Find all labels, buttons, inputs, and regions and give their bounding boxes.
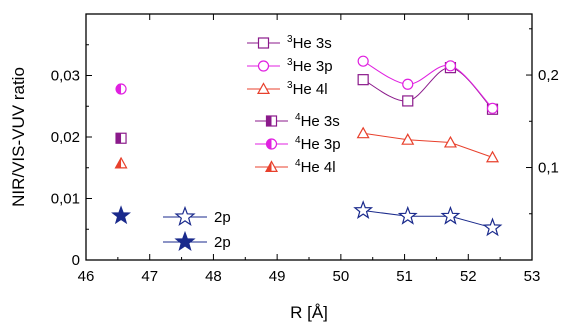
legend-label: 3He 3s: [287, 34, 332, 52]
y-right-tick-label: 0,2: [538, 67, 559, 84]
series-5: [114, 156, 128, 169]
data-point: [402, 78, 414, 90]
x-tick-label: 46: [78, 268, 95, 285]
data-point: [482, 217, 503, 237]
x-tick-label: 53: [524, 268, 541, 285]
axis-ticks: 46 47 48 49 50 51 52 53 0 0,01 0,02 0,03 0,1 0,2: [51, 14, 559, 285]
legend-entry: 4He 4l: [255, 158, 336, 176]
legend-marker: [257, 60, 270, 72]
data-point: [356, 126, 370, 139]
legend-label: 2p: [214, 234, 231, 251]
y-left-tick-label: 0: [72, 252, 80, 269]
legend-entry: 3He 3p: [247, 57, 333, 75]
data-point: [397, 205, 418, 225]
legend-entry: 2p: [163, 205, 231, 227]
legend-entry: 4He 3p: [255, 135, 341, 153]
series-3: [115, 132, 127, 144]
x-tick-label: 52: [460, 268, 477, 285]
legend-marker-fill: [266, 161, 272, 172]
legend-label: 3He 4l: [287, 80, 328, 98]
data-point: [111, 205, 131, 225]
series-1: [357, 55, 499, 114]
x-tick-label: 51: [396, 268, 413, 285]
y-left-tick-label: 0,03: [51, 68, 80, 85]
legend-label: 2p: [214, 209, 231, 226]
x-tick-label: 48: [205, 268, 222, 285]
legend-marker: [256, 82, 271, 94]
legend-entry: 3He 4l: [247, 80, 328, 98]
data-point: [402, 95, 414, 107]
data-point-fill: [115, 157, 122, 168]
legend-entry: 3He 3s: [247, 34, 332, 52]
x-tick-label: 49: [269, 268, 286, 285]
data-series: [111, 55, 503, 237]
legend-marker-fill: [266, 139, 272, 149]
legend-label: 4He 4l: [295, 158, 336, 176]
data-point: [353, 200, 374, 219]
y-left-tick-label: 0,02: [51, 129, 80, 146]
data-point: [444, 60, 457, 72]
legend: 3He 3s 3He 3p 3He 4l 4He 3s 4He 3p 4He 4l 2p 2p: [163, 34, 341, 252]
data-point: [443, 135, 457, 148]
legend-marker-fill: [266, 116, 272, 126]
x-tick-label: 50: [333, 268, 350, 285]
legend-label: 3He 3p: [287, 57, 333, 75]
x-tick-label: 47: [141, 268, 158, 285]
x-axis-label: R [Å]: [290, 303, 328, 322]
series-line: [363, 132, 493, 158]
y-axis-label: NIR/VIS-VUV ratio: [9, 67, 28, 207]
data-point: [401, 133, 415, 145]
series-line: [362, 60, 493, 109]
y-left-tick-label: 0,01: [51, 191, 80, 208]
legend-entry: 2p: [163, 230, 231, 252]
series-7: [111, 205, 131, 225]
legend-marker: [174, 230, 196, 252]
data-point-fill: [116, 84, 122, 95]
legend-label: 4He 3p: [295, 135, 341, 153]
series-4: [115, 83, 127, 95]
data-point: [486, 102, 499, 114]
data-point: [357, 55, 369, 67]
series-2: [356, 126, 500, 163]
data-point-fill: [116, 133, 122, 144]
legend-entry: 4He 3s: [255, 112, 340, 130]
y-right-tick-label: 0,1: [538, 160, 559, 177]
legend-marker: [174, 205, 196, 227]
legend-marker: [257, 37, 270, 49]
series-line: [363, 210, 493, 229]
series-6: [353, 200, 503, 237]
data-point: [485, 150, 500, 163]
data-point: [357, 74, 369, 86]
legend-label: 4He 3s: [295, 112, 340, 130]
data-point: [440, 205, 461, 225]
